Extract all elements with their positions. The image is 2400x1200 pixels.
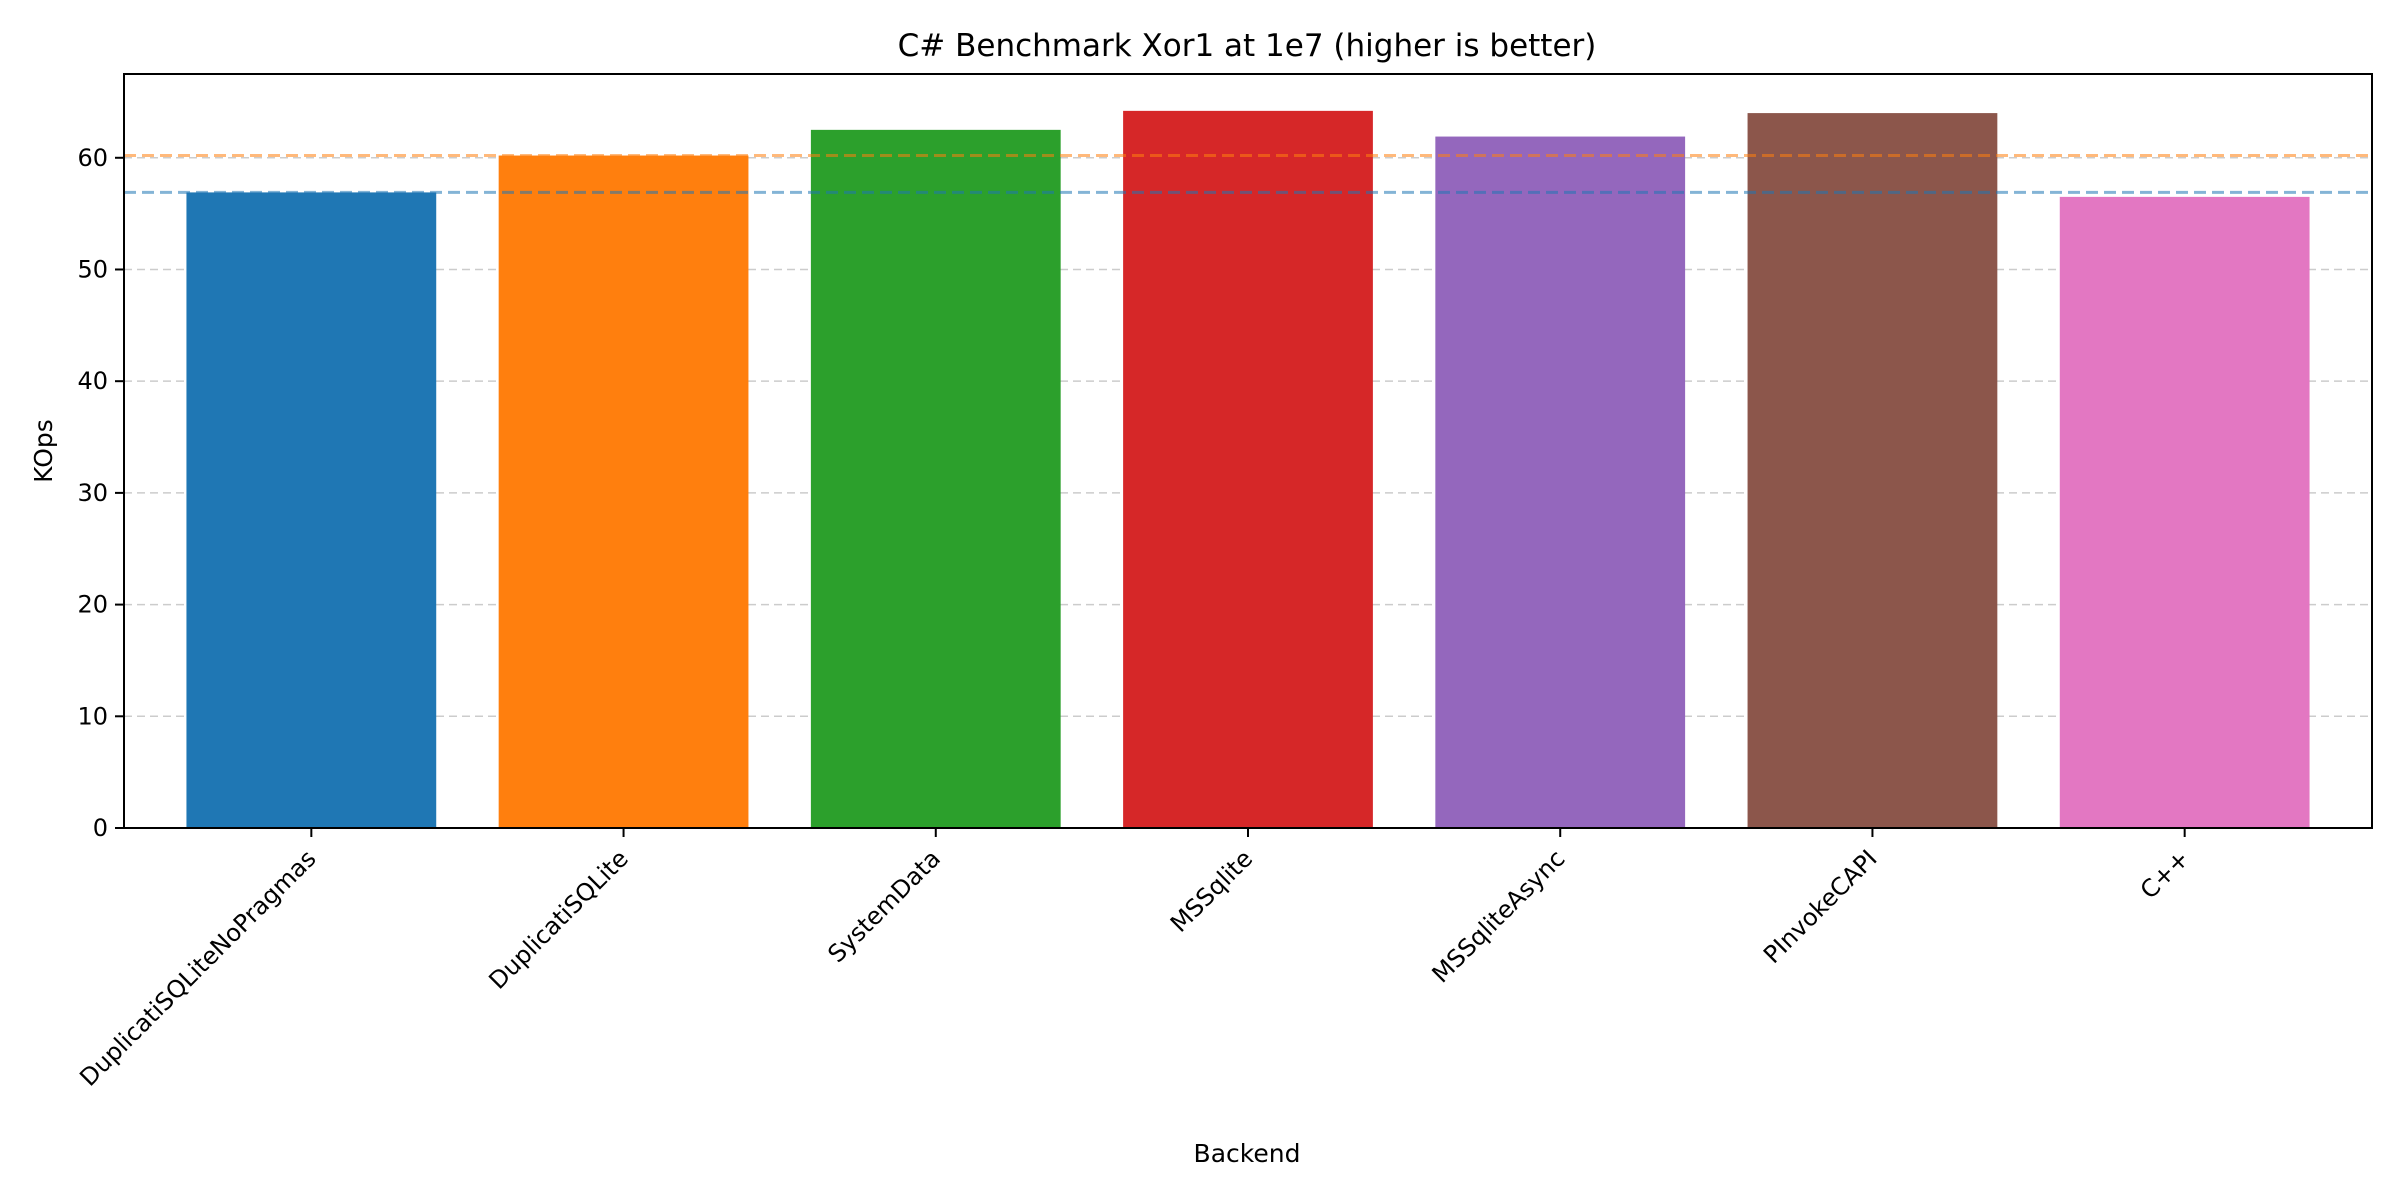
x-tick-label: MSSqliteAsync [1427, 844, 1571, 988]
y-tick-label: 10 [77, 702, 108, 730]
y-tick-label: 60 [77, 144, 108, 172]
y-axis-title: KOps [29, 419, 58, 483]
bar [810, 129, 1061, 828]
bars [186, 110, 2310, 828]
y-tick-label: 40 [77, 367, 108, 395]
x-tick-label: MSSqlite [1165, 844, 1258, 937]
y-tick-label: 20 [77, 591, 108, 619]
x-axis-title: Backend [1194, 1139, 1301, 1168]
bar [186, 192, 437, 828]
bar [1747, 113, 1998, 828]
bar [1123, 110, 1373, 828]
y-axis-ticks: 0 10 20 30 40 50 60 [77, 144, 124, 842]
reference-lines [124, 154, 2372, 194]
bar [1435, 136, 1686, 828]
bar [2059, 196, 2310, 828]
x-tick-label: DuplicatiSQLiteNoPragmas [74, 844, 321, 1091]
x-tick-label: DuplicatiSQLite [483, 844, 633, 994]
y-tick-label: 30 [77, 479, 108, 507]
y-tick-label: 0 [93, 814, 108, 842]
chart-title: C# Benchmark Xor1 at 1e7 (higher is bett… [898, 28, 1597, 64]
bar [498, 155, 749, 828]
x-tick-label: C++ [2135, 844, 2195, 904]
y-tick-label: 50 [77, 255, 108, 283]
x-tick-label: PInvokeCAPI [1758, 844, 1883, 969]
x-axis-ticks: DuplicatiSQLiteNoPragmas DuplicatiSQLite S… [74, 828, 2195, 1092]
x-tick-label: SystemData [822, 844, 946, 968]
